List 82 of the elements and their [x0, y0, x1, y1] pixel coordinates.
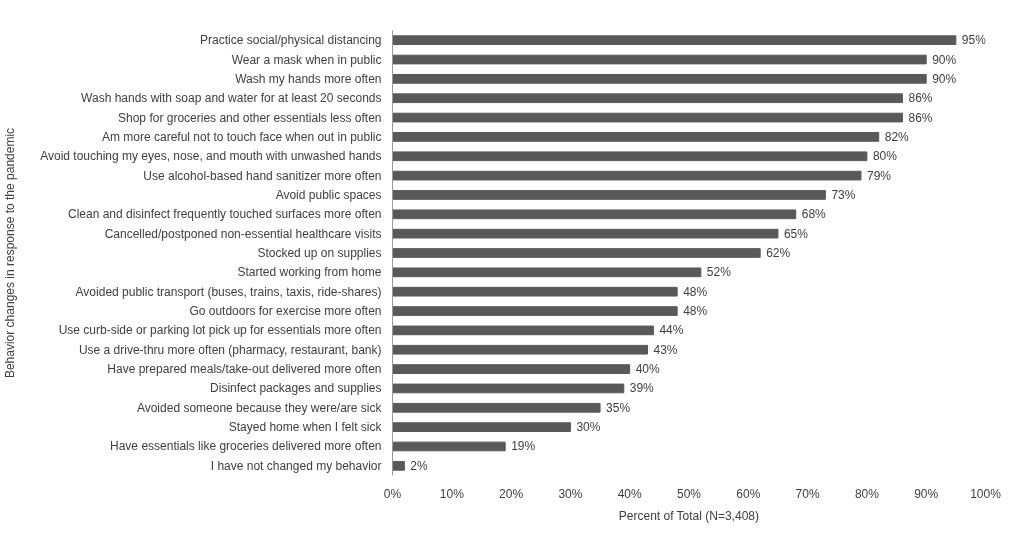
y-tick-label: Avoid touching my eyes, nose, and mouth with unwashed hands: [40, 149, 382, 164]
y-tick-label: Wear a mask when in public: [231, 52, 382, 67]
bar: [392, 383, 625, 394]
x-axis-title: Percent of Total (N=3,408): [618, 508, 759, 523]
y-tick-label: Cancelled/postponed non-essential healthcare visits: [104, 226, 382, 241]
x-tick-label: 30%: [558, 486, 583, 501]
bar: [392, 286, 678, 297]
y-tick-label: Avoid public spaces: [275, 187, 382, 202]
data-label: 68%: [801, 207, 827, 222]
x-tick-label: 100%: [970, 486, 1002, 501]
bar: [392, 151, 868, 162]
y-tick-label: Wash my hands more often: [235, 71, 382, 86]
bar: [392, 460, 405, 471]
y-tick-label: Go outdoors for exercise more often: [189, 304, 382, 319]
y-tick-label: Clean and disinfect frequently touched surfaces more often: [67, 207, 382, 222]
bar: [392, 190, 826, 200]
data-label: 40%: [635, 362, 661, 377]
y-tick-label: Use curb-side or parking lot pick up for essentials more often: [58, 323, 382, 338]
data-label: 2%: [410, 458, 429, 473]
x-tick-label: 60%: [736, 486, 761, 501]
y-tick-label: Started working from home: [237, 265, 382, 280]
data-label: 86%: [908, 110, 933, 125]
data-label: 90%: [932, 52, 957, 67]
bar: [392, 344, 648, 355]
data-label: 43%: [653, 342, 678, 357]
bar: [392, 267, 702, 278]
x-tick-label: 40%: [617, 486, 643, 501]
y-tick-label: Avoided someone because they were/are sick: [136, 400, 383, 415]
bar: [392, 441, 506, 452]
x-tick-label: 10%: [439, 486, 465, 501]
bar: [392, 364, 631, 374]
data-label: 79%: [866, 168, 892, 183]
x-tick-label: 80%: [854, 486, 880, 501]
y-tick-label: Use alcohol-based hand sanitizer more often: [143, 168, 382, 183]
x-tick-label: 20%: [499, 486, 524, 501]
data-label: 48%: [683, 304, 708, 319]
data-label: 30%: [576, 420, 601, 435]
y-tick-label: Use a drive-thru more often (pharmacy, restaurant, bank): [78, 342, 382, 357]
y-tick-label: Have prepared meals/take-out delivered more often: [107, 362, 382, 377]
data-label: 86%: [908, 91, 933, 106]
y-tick-label: Stayed home when I felt sick: [228, 420, 383, 435]
bar: [392, 402, 601, 413]
data-label: 39%: [629, 381, 655, 396]
data-label: 95%: [961, 33, 987, 48]
y-tick-label: Am more careful not to touch face when out in public: [102, 129, 382, 144]
y-tick-label: Practice social/physical distancing: [200, 33, 382, 48]
bar: [392, 54, 927, 65]
y-tick-label: Avoided public transport (buses, trains, taxis, ride-shares): [75, 284, 382, 299]
bar: [392, 325, 654, 336]
bar: [392, 74, 927, 84]
data-label: 73%: [831, 187, 856, 202]
y-tick-label: Shop for groceries and other essentials less often: [118, 110, 382, 125]
data-label: 48%: [683, 284, 708, 299]
bar: [392, 422, 571, 432]
data-label: 90%: [932, 71, 957, 86]
x-tick-label: 90%: [914, 486, 939, 501]
x-tick-label: 0%: [383, 486, 402, 501]
bar: [392, 112, 903, 123]
y-tick-label: Stocked up on supplies: [257, 246, 382, 260]
bar: [392, 93, 903, 104]
data-label: 44%: [659, 323, 684, 338]
data-label: 19%: [511, 439, 536, 454]
data-label: 65%: [783, 226, 809, 241]
y-tick-label: Disinfect packages and supplies: [210, 381, 382, 396]
x-tick-label: 50%: [676, 486, 702, 501]
data-label: 52%: [706, 265, 732, 280]
data-label: 62%: [766, 246, 791, 260]
data-label: 80%: [872, 149, 898, 164]
bar: [392, 170, 862, 181]
bar: [392, 248, 761, 258]
bar: [392, 228, 779, 239]
bar: [392, 35, 957, 46]
data-label: 82%: [884, 129, 910, 144]
data-label: 35%: [606, 400, 631, 415]
bar: [392, 306, 678, 316]
x-tick-label: 70%: [795, 486, 820, 501]
y-tick-label: I have not changed my behavior: [210, 458, 382, 473]
bar: [392, 209, 797, 220]
y-tick-label: Have essentials like groceries delivered more often: [110, 439, 382, 454]
y-tick-label: Wash hands with soap and water for at least 20 seconds: [81, 91, 382, 106]
y-axis-title: Behavior changes in response to the pandemic: [3, 127, 18, 379]
bar: [392, 132, 880, 142]
